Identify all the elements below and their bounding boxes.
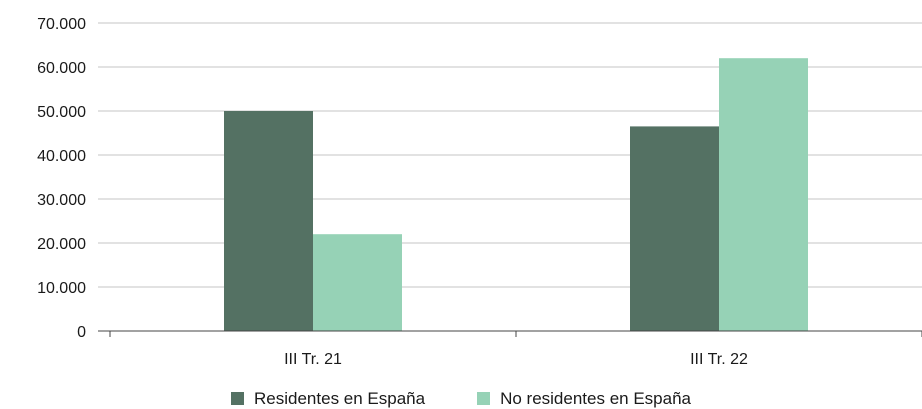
bars	[224, 58, 808, 332]
y-tick-label: 10.000	[37, 280, 86, 297]
legend-swatch-no-residentes	[477, 392, 491, 405]
y-tick-label: 50.000	[37, 104, 86, 121]
legend-label-no-residentes: No residentes en España	[500, 388, 691, 408]
y-axis-ticks: 0 10.000 20.000 30.000 40.000 50.000 60.000 70.…	[37, 16, 86, 341]
y-tick-label: 70.000	[37, 16, 86, 33]
bar-chart: 0 10.000 20.000 30.000 40.000 50.000 60.000 70.…	[37, 16, 922, 368]
bar-no-residentes-1	[313, 234, 402, 331]
y-tick-label: 20.000	[37, 236, 86, 253]
bar-no-residentes-2	[719, 58, 808, 331]
y-tick-label: 40.000	[37, 148, 86, 165]
legend-label-residentes: Residentes en España	[254, 388, 426, 408]
y-tick-label: 60.000	[37, 60, 86, 77]
x-tick-label: III Tr. 22	[690, 351, 748, 368]
legend: Residentes en España No residentes en Es…	[0, 388, 922, 409]
bar-residentes-1	[224, 111, 313, 331]
legend-swatch-residentes	[231, 392, 245, 405]
x-tick-label: III Tr. 21	[284, 351, 342, 368]
bar-residentes-2	[630, 126, 719, 332]
legend-item-residentes: Residentes en España	[231, 388, 425, 409]
legend-item-no-residentes: No residentes en España	[477, 388, 691, 409]
y-tick-label: 0	[77, 324, 86, 341]
y-tick-label: 30.000	[37, 192, 86, 209]
x-axis-ticks: III Tr. 21 III Tr. 22	[109, 331, 922, 368]
